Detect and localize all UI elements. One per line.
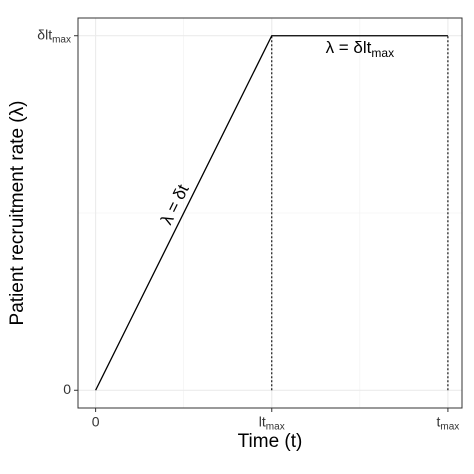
y-tick-label-subscript: max [52, 34, 71, 45]
annotation-subscript: max [371, 46, 394, 60]
x-axis-title: Time (t) [238, 431, 303, 452]
y-tick-label: δlt [37, 26, 52, 42]
y-tick-label: 0 [63, 381, 71, 397]
y-axis-title: Patient recruitment rate (λ) [7, 101, 28, 326]
annotation: λ = δlt [326, 38, 372, 57]
x-tick-label: 0 [92, 414, 100, 430]
x-tick-label: lt [259, 414, 266, 430]
x-tick-label: t [437, 414, 441, 430]
x-tick-label-subscript: max [266, 422, 285, 433]
panel-border [77, 17, 463, 409]
data-line [95, 35, 448, 391]
x-tick-label-subscript: max [440, 422, 459, 433]
